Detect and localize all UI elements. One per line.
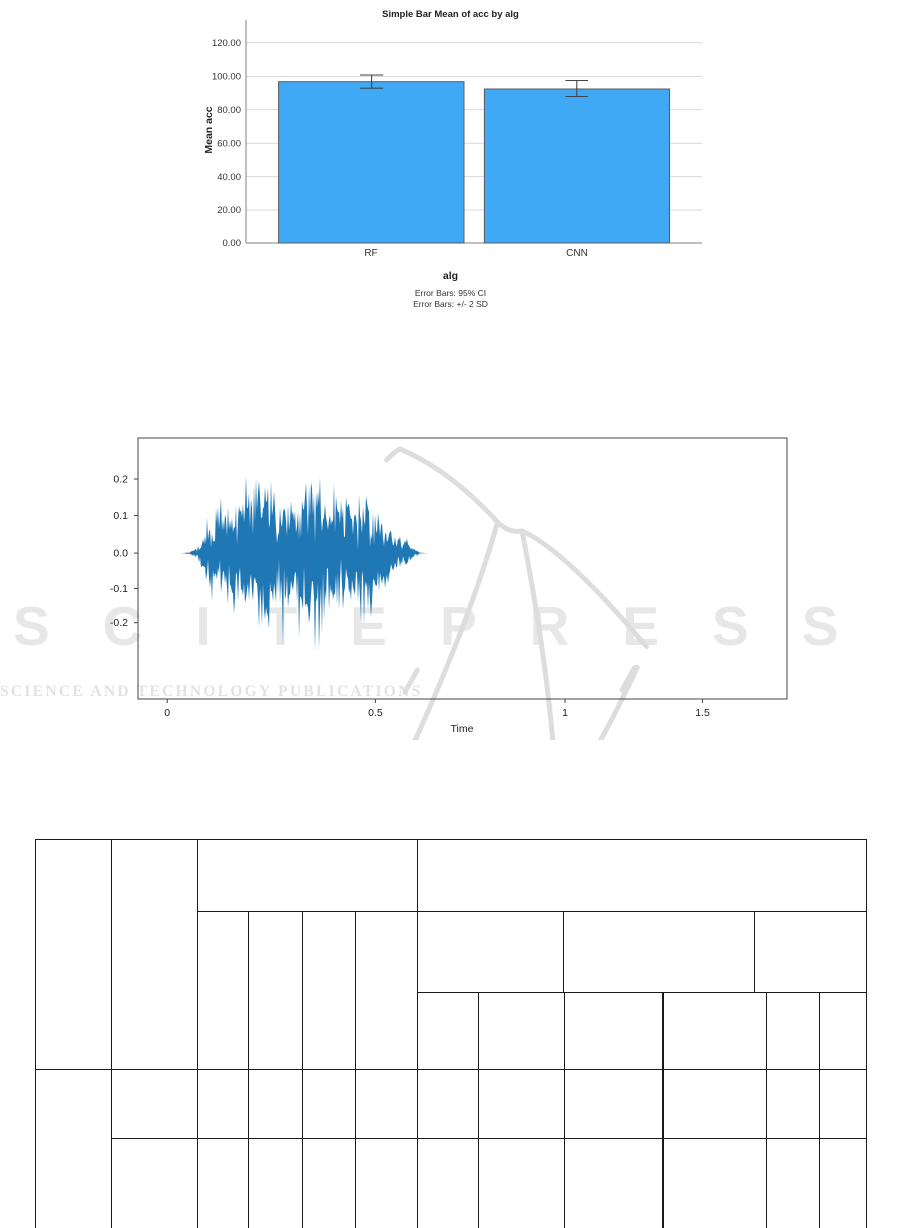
svg-text:0.1: 0.1 <box>113 510 128 522</box>
svg-text:Time: Time <box>451 723 474 735</box>
svg-text:-0.1: -0.1 <box>110 583 128 595</box>
svg-text:0: 0 <box>164 707 170 719</box>
svg-text:-0.2: -0.2 <box>110 617 128 629</box>
svg-text:0.0: 0.0 <box>113 548 128 560</box>
svg-text:0.2: 0.2 <box>113 474 128 486</box>
svg-text:1.5: 1.5 <box>695 707 710 719</box>
svg-text:0.5: 0.5 <box>368 707 383 719</box>
svg-text:1: 1 <box>562 707 568 719</box>
